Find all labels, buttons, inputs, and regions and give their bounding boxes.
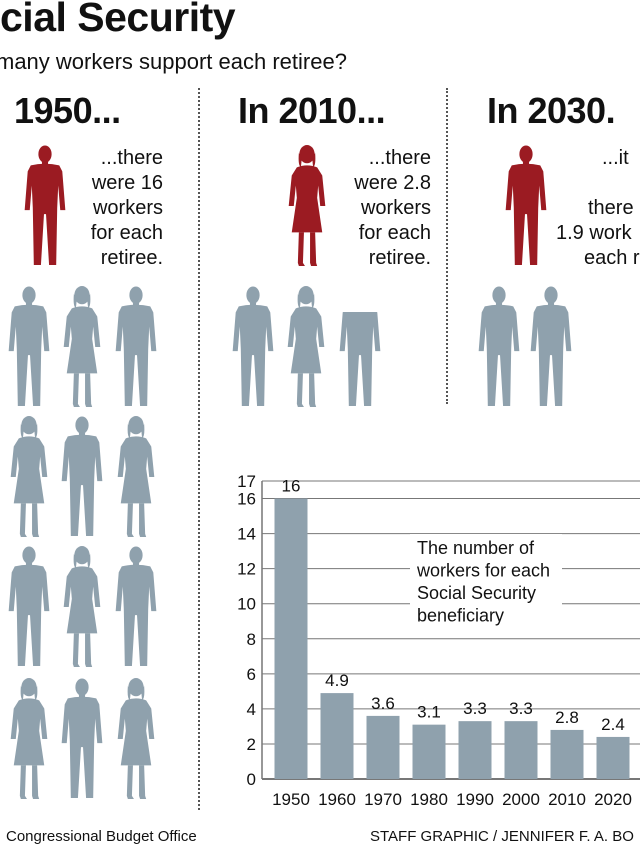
x-tick-label: 1950 — [272, 790, 310, 809]
caption-line: there — [588, 197, 634, 219]
chart-annotation-line: The number of — [417, 538, 535, 558]
y-tick-label: 17 — [237, 472, 256, 491]
caption-line: were 16 — [91, 172, 163, 194]
worker-icon — [10, 416, 48, 537]
x-tick-label: 2010 — [548, 790, 586, 809]
chart-annotation-line: workers for each — [416, 561, 550, 581]
y-tick-label: 2 — [247, 735, 256, 754]
worker-icon — [117, 416, 155, 537]
caption-line: retiree. — [368, 247, 431, 269]
caption-line: each r — [584, 247, 640, 269]
caption-line: for each — [90, 222, 163, 244]
divider-left — [198, 88, 200, 810]
worker-icon — [10, 678, 48, 799]
bar-1950 — [274, 498, 308, 779]
retiree-icon — [505, 145, 547, 265]
worker-icon — [8, 286, 50, 406]
worker-icon — [115, 546, 157, 666]
worker-icon — [63, 286, 101, 407]
bar-1980 — [412, 724, 446, 779]
data-label: 2.8 — [555, 708, 579, 727]
worker-icon — [61, 416, 103, 536]
caption-line: ...there — [100, 147, 163, 169]
caption-line: 1.9 work — [556, 222, 632, 244]
worker-icon — [115, 286, 157, 406]
worker-icon — [339, 312, 381, 406]
caption-line: were 2.8 — [354, 172, 431, 194]
y-tick-label: 16 — [237, 490, 256, 509]
retiree-icon — [24, 145, 66, 265]
caption-line: workers — [92, 197, 163, 219]
data-label: 3.3 — [509, 699, 533, 718]
data-label: 3.1 — [417, 703, 441, 722]
data-label: 2.4 — [601, 715, 625, 734]
era-2010-caption: ...there were 2.8 workers for each retir… — [354, 146, 431, 271]
worker-icon — [530, 286, 572, 406]
data-label: 3.3 — [463, 699, 487, 718]
x-tick-label: 1990 — [456, 790, 494, 809]
source-note: Congressional Budget Office — [6, 828, 197, 845]
era-2030-caption: ...it there 1.9 work each r — [556, 146, 640, 271]
bar-1960 — [320, 693, 354, 779]
divider-right — [446, 88, 448, 404]
worker-icon — [287, 286, 325, 407]
chart-annotation-line: Social Security — [417, 583, 536, 603]
x-tick-label: 1970 — [364, 790, 402, 809]
y-tick-label: 6 — [247, 665, 256, 684]
bar-2020 — [596, 736, 630, 779]
y-tick-label: 14 — [237, 525, 256, 544]
data-label: 16 — [282, 477, 301, 496]
y-tick-label: 4 — [247, 700, 256, 719]
x-tick-label: 1960 — [318, 790, 356, 809]
bar-2000 — [504, 721, 538, 779]
caption-line: ...it — [602, 147, 629, 169]
x-tick-label: 2020 — [594, 790, 632, 809]
worker-icon — [63, 546, 101, 667]
staff-credit: STAFF GRAPHIC / JENNIFER F. A. BO — [370, 828, 634, 845]
x-tick-label: 2000 — [502, 790, 540, 809]
bar-1970 — [366, 715, 400, 779]
y-tick-label: 10 — [237, 595, 256, 614]
worker-icon — [478, 286, 520, 406]
y-tick-label: 12 — [237, 560, 256, 579]
y-tick-label: 0 — [247, 770, 256, 789]
bar-2010 — [550, 729, 584, 779]
caption-line: workers — [360, 197, 431, 219]
caption-line: ...there — [368, 147, 431, 169]
x-tick-label: 1980 — [410, 790, 448, 809]
caption-line: retiree. — [100, 247, 163, 269]
chart-annotation-line: beneficiary — [417, 606, 504, 626]
bar-1990 — [458, 721, 492, 779]
data-label: 3.6 — [371, 694, 395, 713]
era-2010-label: In 2010... — [238, 90, 386, 131]
y-tick-label: 8 — [247, 630, 256, 649]
worker-icon — [232, 286, 274, 406]
worker-icon — [61, 678, 103, 798]
era-2030-label: In 2030. — [487, 90, 616, 131]
retiree-icon — [288, 145, 326, 266]
worker-icon — [8, 546, 50, 666]
partial-worker-icon — [339, 312, 381, 406]
annotation-bg — [410, 534, 562, 628]
era-1950-label: 1950... — [14, 90, 121, 131]
data-label: 4.9 — [325, 671, 349, 690]
page-title: cial Security — [0, 0, 236, 40]
era-1950-caption: ...there were 16 workers for each retire… — [91, 146, 163, 271]
page-subtitle: many workers support each retiree? — [0, 49, 347, 74]
worker-icon — [117, 678, 155, 799]
caption-line: for each — [358, 222, 431, 244]
